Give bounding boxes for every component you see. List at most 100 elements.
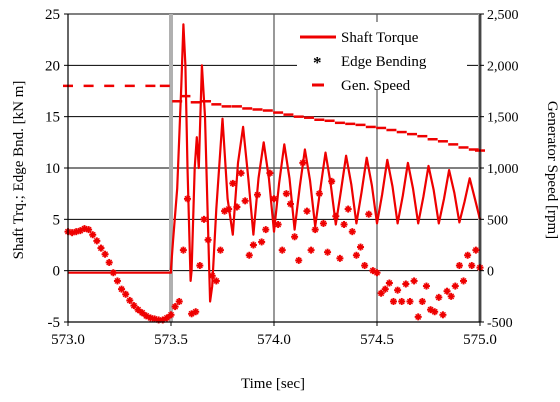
point-edge-bending-d2 <box>341 221 348 228</box>
point-edge-bending-d2 <box>464 252 471 259</box>
point-edge-bending-d2 <box>196 262 203 269</box>
point-edge-bending <box>455 262 463 270</box>
point-edge-bending-d2 <box>106 259 113 266</box>
point-edge-bending <box>447 292 455 300</box>
point-edge-bending <box>336 254 344 262</box>
point-edge-bending <box>216 246 224 254</box>
point-edge-bending <box>365 210 373 218</box>
legend-label-gen-speed: Gen. Speed <box>341 78 411 94</box>
point-edge-bending <box>212 277 220 285</box>
point-edge-bending <box>208 272 216 280</box>
y-right-tick-label: 2,000 <box>487 59 519 74</box>
point-edge-bending <box>319 219 327 227</box>
point-edge-bending <box>352 251 360 259</box>
point-edge-bending <box>171 303 179 311</box>
point-edge-bending <box>324 248 332 256</box>
point-edge-bending <box>431 308 439 316</box>
y-left-tick-label: 0 <box>53 264 61 280</box>
point-edge-bending-d2 <box>275 221 282 228</box>
legend-label-edge-bending: Edge Bending <box>341 54 427 70</box>
point-edge-bending <box>266 169 274 177</box>
point-edge-bending-d2 <box>468 262 475 269</box>
point-edge-bending <box>468 262 476 270</box>
y-left-tick-label: 5 <box>53 212 61 228</box>
point-edge-bending <box>89 231 97 239</box>
point-edge-bending-d2 <box>225 206 232 213</box>
point-edge-bending <box>167 311 175 319</box>
point-edge-bending <box>93 237 101 245</box>
axes: -5 0 5 10 15 20 25 -500 0 500 1,000 1,500 2,000 2,500… <box>45 7 519 348</box>
point-edge-bending <box>233 203 241 211</box>
point-edge-bending-d2 <box>93 237 100 244</box>
point-edge-bending-d2 <box>448 293 455 300</box>
point-edge-bending-d2 <box>246 252 253 259</box>
point-edge-bending-d2 <box>369 267 376 274</box>
point-edge-bending-d2 <box>147 314 154 321</box>
y-left-tick-label: -5 <box>48 315 61 331</box>
point-edge-bending-d2 <box>431 308 438 315</box>
point-edge-bending <box>163 314 171 322</box>
point-edge-bending <box>241 197 249 205</box>
x-tick-label: 574.0 <box>257 332 291 348</box>
point-edge-bending-d2 <box>361 262 368 269</box>
point-edge-bending <box>373 269 381 277</box>
point-edge-bending <box>385 279 393 287</box>
point-edge-bending <box>303 207 311 215</box>
point-edge-bending-d2 <box>258 238 265 245</box>
point-edge-bending-d2 <box>299 159 306 166</box>
point-edge-bending <box>361 262 369 270</box>
point-edge-bending-d2 <box>81 225 88 232</box>
y-right-tick-label: 1,000 <box>487 162 519 177</box>
point-edge-bending-d2 <box>163 314 170 321</box>
point-edge-bending-d2 <box>427 306 434 313</box>
point-edge-bending <box>460 277 468 285</box>
point-edge-bending-d2 <box>287 200 294 207</box>
point-edge-bending-d2 <box>209 272 216 279</box>
point-edge-bending <box>299 159 307 167</box>
point-edge-bending-d2 <box>452 283 459 290</box>
point-edge-bending-d2 <box>250 242 257 248</box>
point-edge-bending-d2 <box>320 220 327 227</box>
point-edge-bending <box>398 297 406 305</box>
point-edge-bending <box>340 220 348 228</box>
point-edge-bending-d2 <box>151 315 158 322</box>
point-edge-bending <box>196 262 204 270</box>
point-edge-bending <box>414 313 422 321</box>
point-edge-bending <box>126 296 134 304</box>
point-edge-bending <box>183 195 191 203</box>
point-edge-bending <box>278 246 286 254</box>
point-edge-bending-d2 <box>295 257 302 264</box>
point-edge-bending <box>138 309 146 317</box>
point-edge-bending <box>237 169 245 177</box>
point-edge-bending <box>422 282 430 290</box>
point-edge-bending <box>291 233 299 241</box>
point-edge-bending-d2 <box>439 311 446 318</box>
point-edge-bending-d2 <box>143 312 150 319</box>
legend: Shaft Torque * Edge Bending Gen. Speed <box>297 22 467 94</box>
point-edge-bending-d2 <box>312 226 319 233</box>
point-edge-bending-d2 <box>303 208 310 215</box>
point-edge-bending-d2 <box>217 247 224 254</box>
plot-area <box>63 23 485 324</box>
point-edge-bending <box>282 190 290 198</box>
point-edge-bending-d2 <box>423 283 430 290</box>
point-edge-bending-d2 <box>238 170 245 177</box>
point-edge-bending <box>381 285 389 293</box>
point-edge-bending <box>85 226 93 234</box>
point-edge-bending-d2 <box>308 247 315 254</box>
point-edge-bending <box>97 244 105 252</box>
point-edge-bending <box>258 238 266 246</box>
point-edge-bending <box>200 215 208 223</box>
point-edge-bending-d2 <box>374 269 380 276</box>
point-edge-bending-d2 <box>262 226 269 233</box>
point-edge-bending <box>105 258 113 266</box>
y-left-tick-label: 20 <box>45 58 60 74</box>
y-axis-right-label: Generator Speed [rpm] <box>544 101 560 239</box>
point-edge-bending <box>249 241 257 249</box>
point-edge-bending-d2 <box>398 298 405 305</box>
point-edge-bending-d2 <box>291 233 298 240</box>
point-edge-bending-d2 <box>456 262 463 269</box>
point-edge-bending <box>204 236 212 244</box>
point-edge-bending-d2 <box>229 180 236 187</box>
